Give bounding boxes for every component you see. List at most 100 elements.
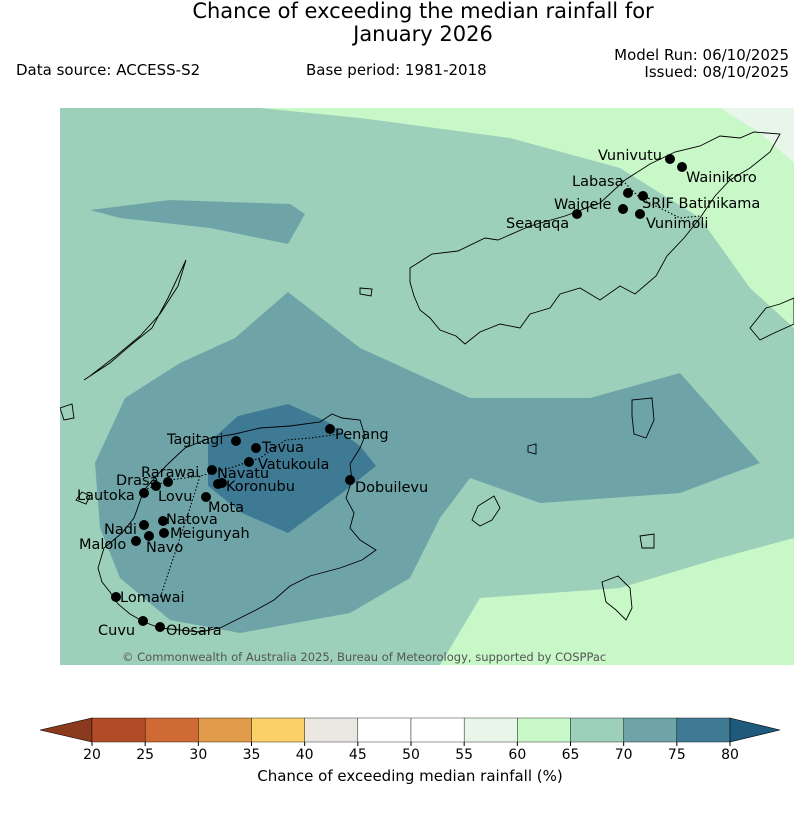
town-marker — [159, 528, 169, 538]
town-label: Navatu — [217, 466, 269, 482]
town-vunimoli: Vunimoli — [635, 209, 708, 232]
town-marker — [618, 204, 628, 214]
map-title-line2: January 2026 — [353, 22, 493, 46]
town-label: Tagitagi — [166, 432, 223, 448]
town-lomawai: Lomawai — [111, 590, 184, 606]
ovalau-coast — [527, 443, 537, 455]
colorbar-tick-label: 40 — [296, 747, 314, 763]
band-75-80 — [208, 404, 376, 533]
town-labasa: Labasa — [572, 174, 633, 198]
town-label: Rarawai — [141, 465, 199, 481]
admin-boundary-north — [619, 177, 701, 219]
town-label: Malolo — [79, 537, 126, 553]
town-label: Cuvu — [98, 623, 135, 639]
town-marker — [155, 622, 165, 632]
town-penang: Penang — [325, 424, 389, 443]
viti-levu-coast — [97, 413, 377, 633]
nairai-coast — [639, 533, 655, 549]
base-period: Base period: 1981-2018 — [306, 61, 487, 79]
town-marker — [251, 443, 261, 453]
mamanuca-coast — [75, 491, 91, 505]
town-marker — [345, 475, 355, 485]
town-marker — [665, 154, 675, 164]
taveuni-coast — [749, 297, 794, 341]
town-drasa: Drasa — [116, 473, 173, 489]
colorbar-tick-label: 20 — [83, 747, 101, 763]
town-label: Mota — [208, 500, 244, 516]
vanua-levu-coast — [409, 131, 781, 345]
colorbar-tick-label: 50 — [402, 747, 420, 763]
town-dobuilevu: Dobuilevu — [345, 475, 428, 496]
koro-coast — [631, 397, 655, 439]
admin-boundary-west — [143, 433, 341, 491]
colorbar-tick-label: 30 — [189, 747, 207, 763]
admin-boundary-east — [159, 475, 201, 599]
map-title-line1: Chance of exceeding the median rainfall … — [192, 0, 654, 23]
colorbar-segment — [463, 717, 518, 743]
town-marker — [623, 188, 633, 198]
data-source: Data source: ACCESS-S2 — [16, 61, 201, 79]
colorbar-segment — [570, 717, 624, 743]
town-label: Natova — [166, 512, 218, 528]
town-marker — [572, 209, 582, 219]
town-vunivutu: Vunivutu — [598, 148, 675, 164]
town-natova: Natova — [158, 512, 218, 528]
town-label: Waiqele — [554, 197, 611, 213]
town-marker — [638, 191, 648, 201]
town-marker — [207, 465, 217, 475]
town-label: Meigunyah — [170, 526, 250, 542]
colorbar-tick-label: 60 — [508, 747, 526, 763]
colorbar-segment — [251, 717, 305, 743]
colorbar-tick-label: 75 — [668, 747, 686, 763]
town-label: Labasa — [572, 174, 624, 190]
town-lautoka: Lautoka — [77, 488, 149, 504]
town-olosara: Olosara — [155, 622, 222, 639]
colorbar-tick-label: 55 — [455, 747, 473, 763]
town-label: Vunivutu — [598, 148, 662, 164]
kadavu-coast — [601, 575, 633, 621]
town-label: Vatukoula — [258, 457, 329, 473]
run-info: Model Run: 06/10/2025 Issued: 08/10/2025 — [614, 47, 789, 81]
town-label: Drasa — [116, 473, 158, 489]
map-svg: Vunivutu Wainikoro Labasa SRIF Batinikama Wa… — [60, 108, 794, 665]
town-label: Penang — [335, 427, 389, 443]
colorbar-svg: 20 25 30 35 40 45 50 55 60 65 70 75 80 — [39, 717, 781, 763]
town-label: Lomawai — [120, 590, 184, 606]
colorbar-tick-label: 65 — [562, 747, 580, 763]
band-60-65-south — [440, 538, 794, 665]
town-seaqaqa: Seaqaqa — [506, 209, 582, 232]
town-marker — [111, 592, 121, 602]
town-waiqele: Waiqele — [554, 197, 628, 214]
town-marker — [144, 531, 154, 541]
islet-coast — [359, 287, 373, 297]
town-tavua: Tavua — [251, 440, 304, 456]
colorbar-segment — [676, 717, 731, 743]
town-label: Vunimoli — [646, 216, 708, 232]
town-label: Wainikoro — [686, 170, 757, 186]
town-label: Navo — [146, 540, 183, 556]
colorbar-segment — [410, 717, 465, 743]
rainfall-map: Vunivutu Wainikoro Labasa SRIF Batinikama Wa… — [60, 108, 794, 665]
copyright-note: © Commonwealth of Australia 2025, Bureau… — [122, 650, 607, 664]
colorbar-ticks: 20 25 30 35 40 45 50 55 60 65 70 75 80 — [83, 742, 739, 763]
town-label: Lautoka — [77, 488, 135, 504]
town-mota: Mota — [201, 492, 244, 516]
town-label: Nadi — [104, 522, 137, 538]
town-marker — [163, 477, 173, 487]
map-title: Chance of exceeding the median rainfall … — [0, 0, 804, 46]
town-layer: Vunivutu Wainikoro Labasa SRIF Batinikama Wa… — [77, 148, 760, 639]
colorbar: 20 25 30 35 40 45 50 55 60 65 70 75 80 — [0, 710, 804, 810]
colorbar-segment — [198, 717, 252, 743]
town-label: Olosara — [166, 623, 222, 639]
gau-coast — [471, 495, 501, 527]
town-label: Dobuilevu — [355, 480, 428, 496]
colorbar-segment — [357, 717, 412, 743]
colorbar-extend-low — [39, 717, 93, 743]
town-cuvu: Cuvu — [98, 616, 148, 639]
town-label: Koronubu — [226, 479, 295, 495]
town-nadi: Nadi — [104, 520, 149, 538]
band-55-60 — [720, 108, 794, 163]
colorbar-tick-label: 45 — [349, 747, 367, 763]
town-tagitagi: Tagitagi — [166, 432, 241, 448]
colorbar-tick-label: 25 — [136, 747, 154, 763]
